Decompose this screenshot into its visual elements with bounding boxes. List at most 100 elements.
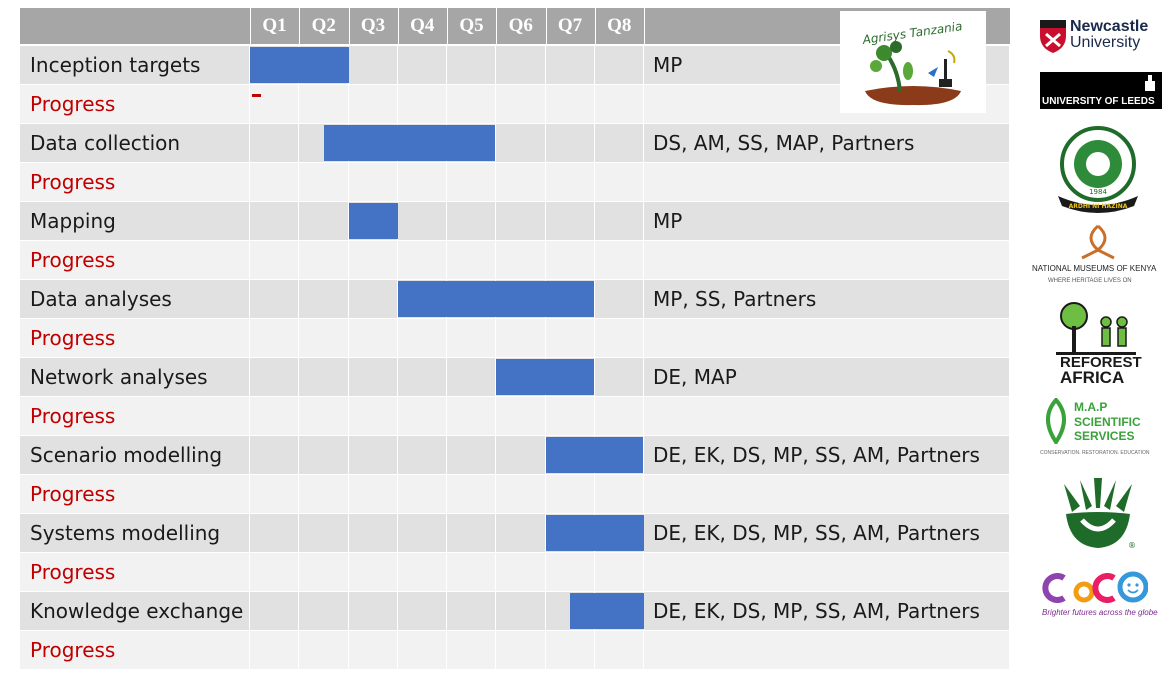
grid-cell [447,358,497,396]
grid-cell [545,475,595,513]
grid-cell [644,475,1010,513]
grid-cell [20,124,250,162]
grid-cell [250,124,300,162]
progress-row: Progress [20,163,1010,201]
grid-cell [447,475,497,513]
grid-cell [496,631,546,669]
grid-cell [397,85,447,123]
map-line2: SCIENTIFIC [1074,415,1141,429]
header-quarter-q8: Q8 [607,15,632,36]
grid-cell [299,475,349,513]
header-quarter-q1: Q1 [262,15,287,36]
grid-cell [250,319,300,357]
header-quarter-q3: Q3 [360,15,386,36]
grid-cell [397,202,447,240]
agrisys-logo-text: Agrisys Tanzania [861,19,963,47]
progress-row: Progress [20,631,1010,669]
grid-cell [644,553,1010,591]
task-label: Scenario modelling [30,443,223,467]
grid-cell [250,553,300,591]
progress-label: Progress [30,638,116,662]
map-line3: SERVICES [1074,429,1135,443]
grid-cell [594,553,644,591]
grid-cell [348,397,398,435]
responsible-label: MP [653,53,683,77]
schedule-bar [496,359,594,395]
newcastle-shield-icon [1040,20,1066,53]
grid-cell [348,46,398,84]
grid-cell [20,631,250,669]
grid-cell [250,280,300,318]
grid-cell [545,163,595,201]
schedule-bar [570,593,644,629]
grid-cell [20,241,250,279]
grid-cell [397,475,447,513]
header-separator [250,8,251,44]
grid-cell [496,436,546,474]
grid-cell [299,436,349,474]
grid-cell [299,592,349,630]
national-museums-of-kenya-logo: NATIONAL MUSEUMS OF KENYA WHERE HERITAGE… [1028,224,1169,290]
grid-cell [545,46,595,84]
grid-cell [594,280,644,318]
progress-label: Progress [30,170,116,194]
grid-cell [250,592,300,630]
leeds-text: UNIVERSITY OF LEEDS [1042,96,1155,107]
grid-cell [348,436,398,474]
grid-cell [20,475,250,513]
progress-row: Progress [20,397,1010,435]
grid-cell [348,358,398,396]
coco-letters-icon [1042,571,1148,603]
grid-cell [397,514,447,552]
grid-cell [299,514,349,552]
grid-cell [644,592,1010,630]
progress-label: Progress [30,482,116,506]
progress-mark [252,94,261,97]
grid-cell [348,514,398,552]
grid-cell [397,46,447,84]
responsible-label: DE, EK, DS, MP, SS, AM, Partners [653,599,980,623]
grid-cell [545,553,595,591]
reforest-africa-logo: REFOREST AFRICA [1028,302,1169,388]
task-label: Data analyses [30,287,172,311]
grid-cell [250,631,300,669]
grid-cell [644,163,1010,201]
grid-cell [496,46,546,84]
grid-cell [299,202,349,240]
progress-row: Progress [20,319,1010,357]
grid-cell [496,241,546,279]
grid-cell [348,319,398,357]
grid-cell [447,631,497,669]
grid-cell [250,241,300,279]
grid-cell [545,85,595,123]
header-separator [594,8,596,44]
grid-cell [348,475,398,513]
grid-cell [348,280,398,318]
grid-cell [20,397,250,435]
progress-label: Progress [30,92,116,116]
schedule-bar [397,281,594,317]
grid-cell [20,85,250,123]
nmk-emblem-icon [1081,224,1115,260]
grid-cell [594,124,644,162]
grid-cell [594,202,644,240]
progress-row: Progress [20,553,1010,591]
grid-cell [447,202,497,240]
grid-cell [644,436,1010,474]
grid-cell [644,631,1010,669]
task-label: Inception targets [30,53,201,77]
header-task-cell [20,8,250,44]
progress-label: Progress [30,404,116,428]
grid-cell [299,553,349,591]
schedule-bar [323,125,496,161]
map-line1: M.A.P [1074,400,1108,414]
grid-cell [496,124,546,162]
grid-cell [348,163,398,201]
grid-cell [397,358,447,396]
schedule-bar [545,437,643,473]
leeds-tower-icon [1145,75,1155,91]
grid-cell [20,553,250,591]
grid-cell [594,85,644,123]
grid-cell [644,319,1010,357]
map-leaf-icon [1046,398,1066,444]
